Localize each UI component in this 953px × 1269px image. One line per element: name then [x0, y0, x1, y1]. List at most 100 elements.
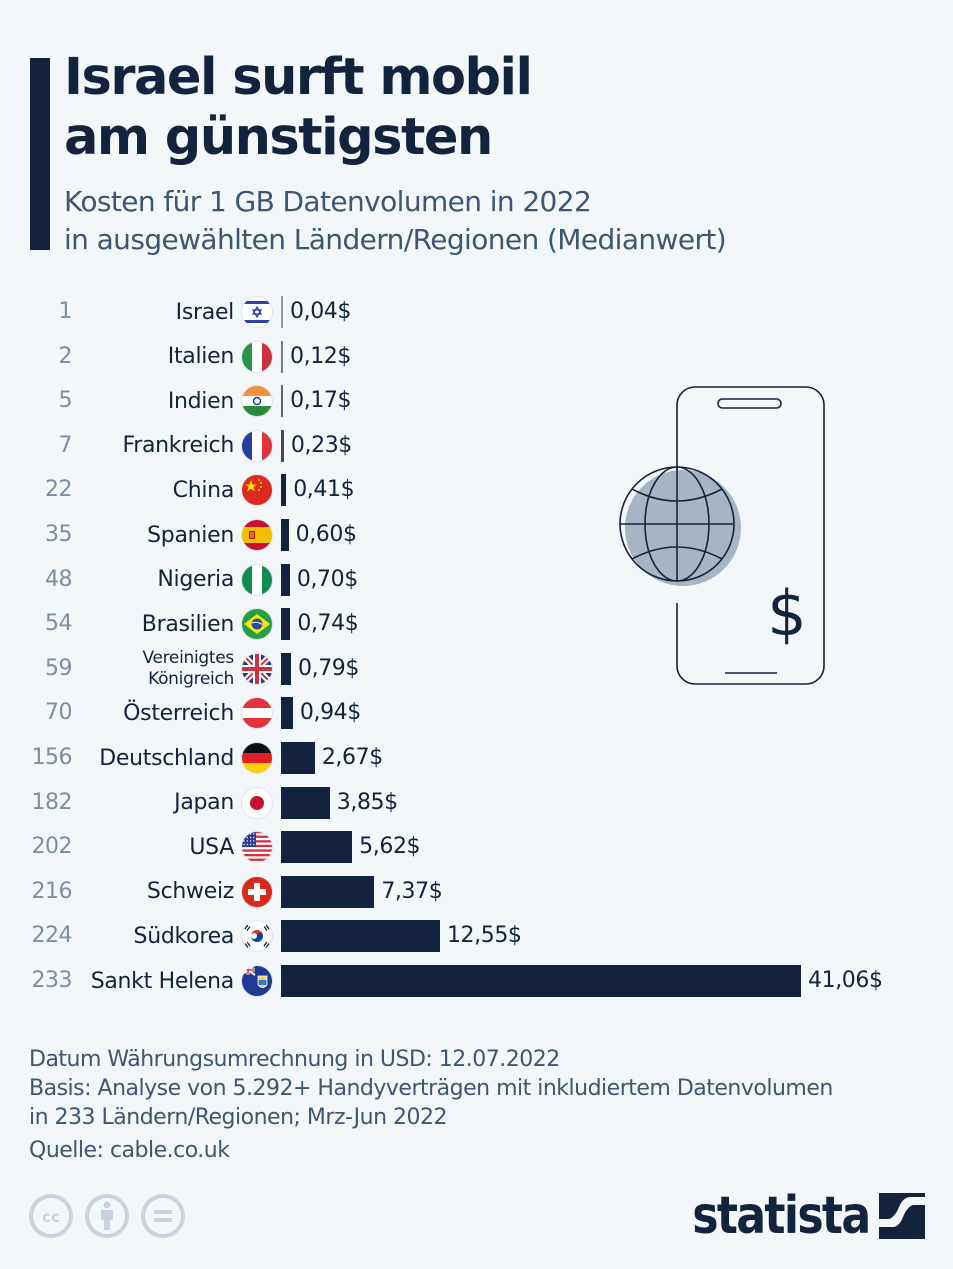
- license-icons: cc: [28, 1193, 186, 1239]
- brand-name: statista: [691, 1186, 871, 1246]
- value-label: 3,85$: [336, 789, 398, 815]
- country-label-line: Frankreich: [122, 433, 234, 459]
- chart-row: 70 Österreich 0,94$: [0, 691, 953, 735]
- phone-speaker: [717, 398, 782, 409]
- bar: [281, 474, 287, 507]
- value-label: 12,55$: [446, 923, 522, 949]
- dollar-symbol: $: [767, 577, 806, 650]
- country-label-line: Italien: [167, 344, 235, 370]
- chart-title: Israel surft mobil am günstigsten: [64, 48, 764, 168]
- bar: [281, 296, 283, 328]
- value-label: 0,60$: [295, 522, 357, 547]
- rank-label: 5: [58, 388, 73, 414]
- rank-label: 35: [45, 522, 73, 547]
- country-label: Südkorea: [133, 914, 235, 958]
- rank-label: 48: [45, 566, 73, 592]
- country-label: Schweiz: [147, 870, 234, 914]
- value-label: 0,94$: [299, 700, 361, 726]
- austria-flag-icon: [241, 697, 273, 730]
- country-label-line: Indien: [167, 388, 234, 414]
- bar: [281, 652, 291, 685]
- bar: [281, 875, 375, 908]
- bar: [281, 831, 353, 864]
- country-label: Österreich: [123, 691, 234, 735]
- france-flag-icon: [241, 429, 273, 462]
- italy-flag-icon: [241, 340, 273, 373]
- title-accent-bar: [30, 58, 50, 250]
- country-label-line: Königreich: [148, 668, 234, 689]
- note-basis-cont: in 233 Ländern/Regionen; Mrz-Jun 2022: [29, 1105, 448, 1130]
- switzerland-flag-icon: [241, 875, 273, 908]
- value-label: 7,37$: [381, 878, 443, 904]
- rank-label: 70: [45, 700, 73, 726]
- rank-label: 233: [31, 968, 73, 993]
- usa-flag-icon: [241, 831, 273, 864]
- rank-label: 7: [58, 432, 73, 458]
- bar: [281, 608, 291, 641]
- value-label: 5,62$: [359, 834, 421, 860]
- rank-label: 224: [31, 923, 73, 949]
- chart-row: 5 Indien 0,17$: [0, 379, 953, 423]
- statista-logo[interactable]: statista: [661, 1188, 925, 1244]
- value-label: 0,04$: [290, 299, 351, 324]
- germany-flag-icon: [241, 742, 273, 774]
- country-label-line: Südkorea: [133, 923, 235, 949]
- statista-mark-icon: [879, 1193, 925, 1239]
- chart-row: 2 Italien 0,12$: [0, 335, 953, 379]
- country-label: Israel: [175, 290, 235, 334]
- value-label: 0,12$: [290, 343, 351, 369]
- chart-row: 224 Südkorea 12,55$: [0, 914, 953, 958]
- uk-flag-icon: [241, 652, 273, 685]
- country-label: Frankreich: [122, 424, 234, 468]
- country-label-line: Israel: [175, 299, 235, 325]
- country-label-line: Österreich: [123, 700, 234, 726]
- bar: [281, 742, 315, 774]
- country-label-line: Vereinigtes: [142, 647, 234, 668]
- country-label: Spanien: [147, 513, 234, 557]
- israel-flag-icon: [241, 296, 273, 328]
- spain-flag-icon: [241, 519, 273, 551]
- brazil-flag-icon: [241, 608, 273, 641]
- bar: [281, 519, 289, 551]
- chart-row: 156 Deutschland 2,67$: [0, 736, 953, 780]
- value-label: 2,67$: [321, 745, 383, 770]
- source-link[interactable]: Quelle: cable.co.uk: [29, 1138, 230, 1163]
- chart-row: 22 China 0,41$: [0, 468, 953, 512]
- country-label: Sankt Helena: [91, 959, 235, 1003]
- nigeria-flag-icon: [241, 563, 273, 596]
- china-flag-icon: [241, 474, 273, 507]
- country-label-line: USA: [189, 834, 234, 860]
- chart-row: 233 Sankt Helena 41,06$: [0, 959, 953, 1003]
- no-derivatives-icon[interactable]: [140, 1193, 186, 1239]
- rank-label: 2: [58, 343, 73, 369]
- chart-row: 59 Vereinigtes Königreich 0,79$: [0, 647, 953, 691]
- svg-text:cc: cc: [42, 1208, 60, 1226]
- rank-label: 59: [45, 655, 73, 681]
- country-label: Japan: [174, 781, 234, 825]
- value-label: 0,17$: [290, 388, 352, 414]
- chart-row: 202 USA 5,62$: [0, 825, 953, 869]
- bar: [281, 965, 801, 997]
- title-line-2: am günstigsten: [64, 108, 493, 167]
- chart-row: 182 Japan 3,85$: [0, 781, 953, 825]
- country-label-line: Spanien: [147, 522, 234, 548]
- subtitle-line-1: Kosten für 1 GB Datenvolumen in 2022: [64, 185, 592, 218]
- value-label: 41,06$: [808, 968, 883, 993]
- chart-row: 35 Spanien 0,60$: [0, 513, 953, 557]
- country-label: USA: [189, 825, 234, 869]
- attribution-icon[interactable]: [84, 1193, 130, 1239]
- subtitle-line-2: in ausgewählten Ländern/Regionen (Median…: [64, 223, 727, 256]
- bar: [281, 697, 293, 730]
- rank-label: 182: [31, 789, 73, 815]
- cc-icon[interactable]: cc: [28, 1193, 74, 1239]
- rank-label: 216: [31, 878, 73, 904]
- rank-label: 22: [45, 477, 73, 503]
- note-currency-date: Datum Währungsumrechnung in USD: 12.07.2…: [29, 1047, 560, 1072]
- country-label-line: Deutschland: [99, 745, 234, 771]
- value-label: 0,23$: [290, 432, 352, 458]
- phone-globe-dollar-icon: $: [619, 386, 825, 685]
- country-label-line: Japan: [174, 790, 234, 816]
- value-label: 0,41$: [293, 477, 355, 503]
- rank-label: 156: [31, 745, 73, 770]
- country-label: Vereinigtes Königreich: [142, 647, 234, 691]
